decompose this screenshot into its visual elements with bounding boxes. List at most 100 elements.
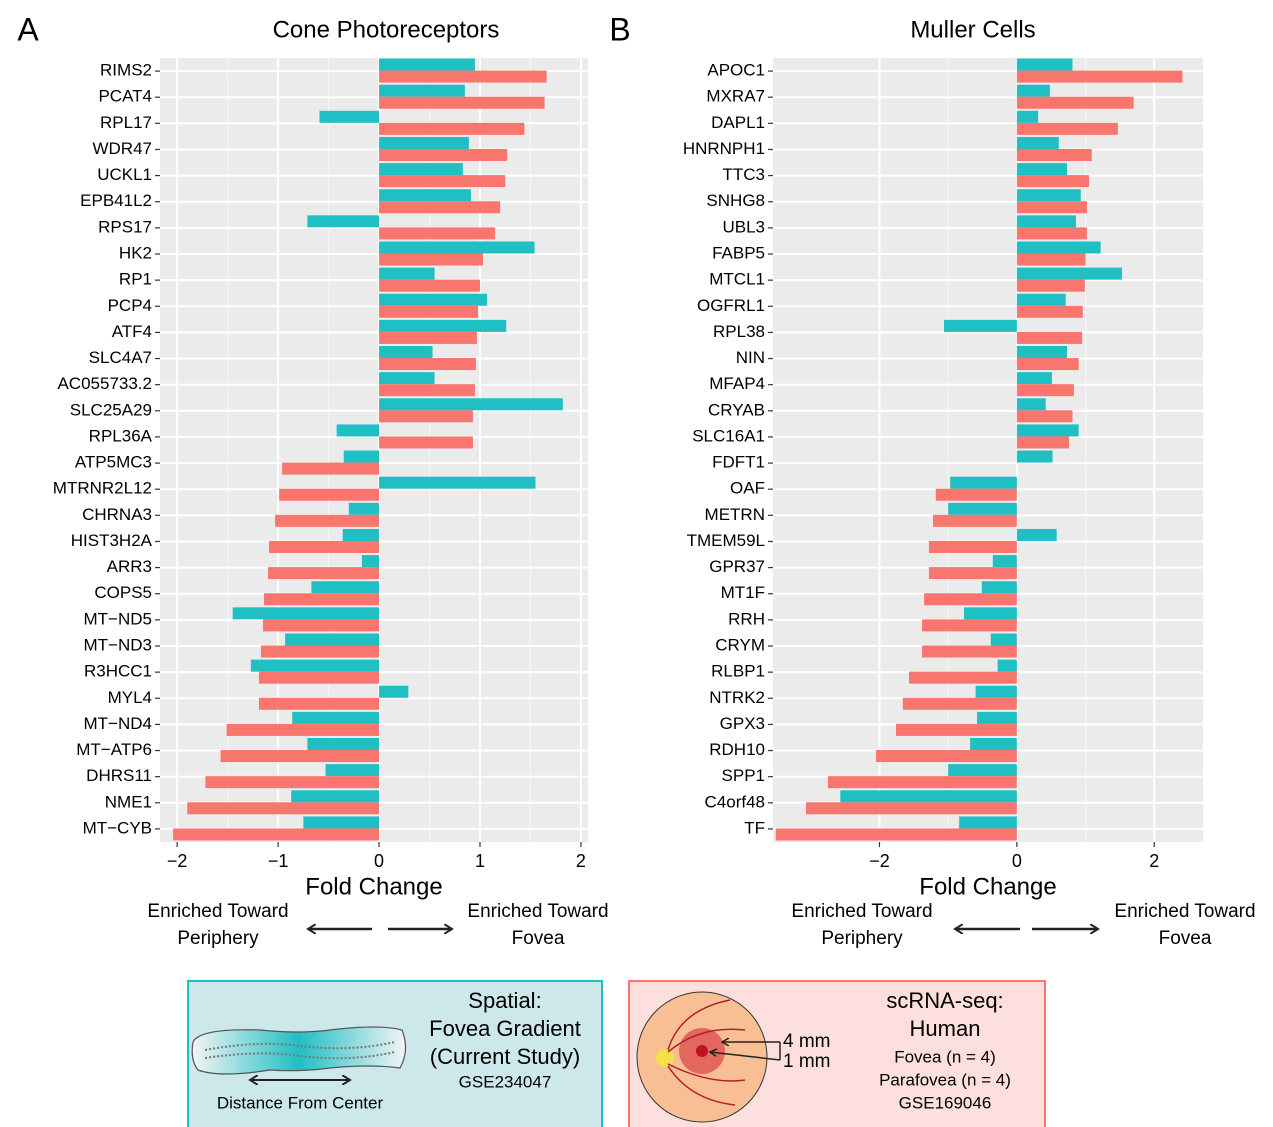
bar <box>959 816 1017 829</box>
bar <box>226 723 380 736</box>
bar <box>1016 136 1059 149</box>
legend-detail: GSE169046 <box>899 1093 992 1112</box>
y-tick-label: RPL38 <box>713 322 765 341</box>
bar <box>379 189 471 202</box>
y-tick-label: PCP4 <box>108 296 152 315</box>
bar <box>909 671 1017 684</box>
bar <box>379 372 435 385</box>
bar <box>1016 436 1070 449</box>
y-tick-label: RPL17 <box>100 113 152 132</box>
bar <box>1016 58 1073 71</box>
y-tick-label: PCAT4 <box>98 87 152 106</box>
y-tick-label: DAPL1 <box>711 113 765 132</box>
vessel <box>667 999 746 1106</box>
bar <box>285 633 380 646</box>
bar <box>1016 450 1053 463</box>
bar <box>307 738 380 751</box>
legend-title: Spatial: <box>468 988 541 1013</box>
bar <box>805 802 1017 815</box>
y-tick-label: MFAP4 <box>709 374 765 393</box>
bar <box>379 293 488 306</box>
bar <box>876 750 1017 763</box>
bar <box>992 555 1017 568</box>
bar <box>379 163 463 176</box>
legend-detail: Parafovea (n = 4) <box>879 1070 1011 1089</box>
y-tick-label: UCKL1 <box>97 165 152 184</box>
y-tick-label: TF <box>744 818 765 837</box>
annotation: Enriched Toward <box>1114 901 1255 922</box>
retina-section <box>191 1026 407 1075</box>
y-tick-label: NTRK2 <box>709 688 765 707</box>
chart-title: Muller Cells <box>910 16 1035 43</box>
bar <box>325 764 380 777</box>
bar <box>379 267 435 280</box>
bar <box>307 215 380 228</box>
y-tick-label: FDFT1 <box>712 453 765 472</box>
y-tick-label: SPP1 <box>722 766 765 785</box>
bar <box>1016 70 1183 83</box>
x-tick-label: −2 <box>869 851 890 871</box>
bar <box>292 711 380 724</box>
arrow <box>710 1052 781 1061</box>
bar <box>1016 189 1081 202</box>
bar <box>1016 410 1073 423</box>
y-tick-label: OAF <box>730 479 765 498</box>
bar <box>173 828 380 841</box>
bar <box>933 514 1017 527</box>
bar <box>924 593 1017 606</box>
legend-caption: Distance From Center <box>217 1093 384 1112</box>
y-tick-label: NME1 <box>105 792 152 811</box>
y-tick-label: MT−CYB <box>83 818 152 837</box>
y-tick-label: METRN <box>705 505 765 524</box>
y-tick-label: RIMS2 <box>100 61 152 80</box>
legend-title: scRNA-seq: <box>886 988 1003 1013</box>
y-tick-label: APOC1 <box>707 61 765 80</box>
y-tick-label: MTCL1 <box>709 270 765 289</box>
bar <box>379 227 496 240</box>
y-tick-label: SNHG8 <box>706 191 765 210</box>
bar <box>775 828 1017 841</box>
bar <box>220 750 380 763</box>
bar <box>379 201 501 214</box>
bar <box>379 410 473 423</box>
x-axis-label: Fold Change <box>305 873 442 900</box>
y-tick-label: GPX3 <box>720 714 765 733</box>
bar <box>379 305 478 318</box>
panel-label: B <box>609 11 630 47</box>
legend-label: 1 mm <box>783 1051 831 1072</box>
bar <box>1016 163 1067 176</box>
y-tick-label: UBL3 <box>722 217 765 236</box>
y-tick-label: RRH <box>728 609 765 628</box>
optic-disc <box>656 1049 674 1067</box>
bar <box>902 697 1017 710</box>
bar <box>1016 358 1079 371</box>
y-tick-label: OGFRL1 <box>697 296 765 315</box>
bar <box>258 697 380 710</box>
bar <box>303 816 380 829</box>
bar <box>1016 175 1089 188</box>
y-tick-label: NIN <box>736 348 765 367</box>
bar <box>379 70 547 83</box>
y-tick-label: C4orf48 <box>705 792 765 811</box>
bar <box>232 607 380 620</box>
y-tick-label: TMEM59L <box>687 531 765 550</box>
bar <box>970 738 1017 751</box>
bar <box>948 502 1017 515</box>
bar <box>1016 372 1052 385</box>
bar <box>981 581 1017 594</box>
bar <box>263 593 380 606</box>
legend-title: (Current Study) <box>430 1044 580 1069</box>
bar <box>379 384 475 397</box>
chart-title: Cone Photoreceptors <box>273 16 500 43</box>
bar <box>262 619 380 632</box>
bar <box>963 607 1017 620</box>
bar <box>269 540 380 553</box>
bar <box>379 253 484 266</box>
bar <box>379 148 508 161</box>
y-tick-label: SLC4A7 <box>89 348 152 367</box>
bar <box>1016 267 1122 280</box>
y-tick-label: RP1 <box>119 270 152 289</box>
bar <box>975 685 1017 698</box>
bar <box>342 528 380 541</box>
